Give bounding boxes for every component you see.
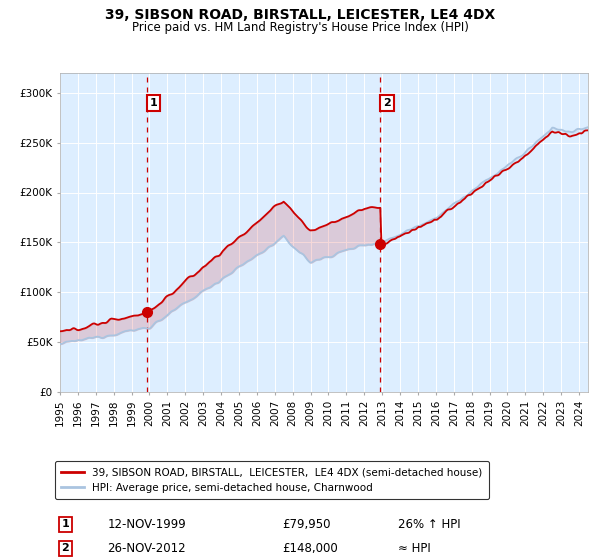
Text: 1: 1 xyxy=(61,520,69,529)
Text: £148,000: £148,000 xyxy=(282,542,338,555)
Text: 26-NOV-2012: 26-NOV-2012 xyxy=(107,542,186,555)
Text: ≈ HPI: ≈ HPI xyxy=(398,542,431,555)
Text: Price paid vs. HM Land Registry's House Price Index (HPI): Price paid vs. HM Land Registry's House … xyxy=(131,21,469,34)
Text: £79,950: £79,950 xyxy=(282,518,330,531)
Text: 2: 2 xyxy=(61,543,69,553)
Text: 1: 1 xyxy=(150,98,158,108)
Text: 12-NOV-1999: 12-NOV-1999 xyxy=(107,518,186,531)
Legend: 39, SIBSON ROAD, BIRSTALL,  LEICESTER,  LE4 4DX (semi-detached house), HPI: Aver: 39, SIBSON ROAD, BIRSTALL, LEICESTER, LE… xyxy=(55,461,488,499)
Text: 39, SIBSON ROAD, BIRSTALL, LEICESTER, LE4 4DX: 39, SIBSON ROAD, BIRSTALL, LEICESTER, LE… xyxy=(105,8,495,22)
Text: 26% ↑ HPI: 26% ↑ HPI xyxy=(398,518,461,531)
Text: 2: 2 xyxy=(383,98,391,108)
